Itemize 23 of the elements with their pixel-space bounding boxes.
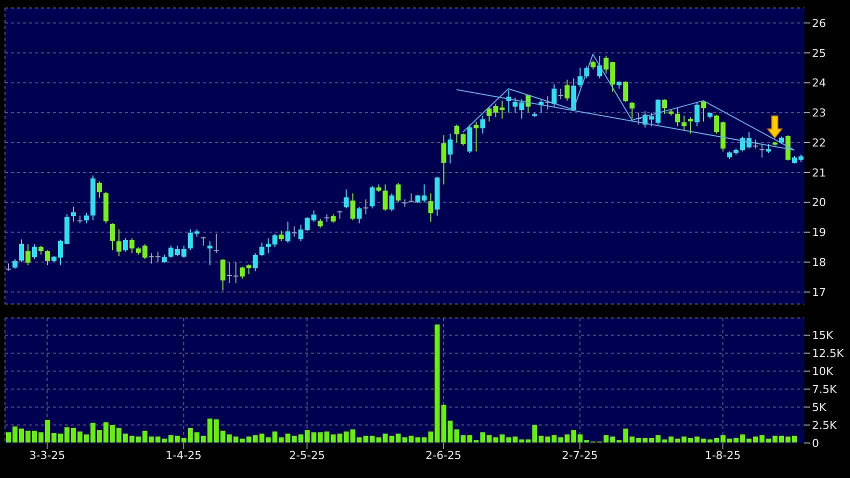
y-tick-label: 17 [812, 286, 826, 299]
y-tick-label: 10K [812, 365, 834, 378]
y-tick-label: 22 [812, 136, 826, 150]
y-tick-label: 20 [812, 196, 826, 210]
x-tick-label: 2-5-25 [289, 448, 326, 462]
y-tick-label: 23 [812, 106, 826, 120]
y-tick-label: 18 [812, 256, 826, 270]
y-tick-label: 7.5K [812, 383, 838, 396]
y-tick-label: 0 [812, 436, 819, 450]
y-tick-label: 15K [812, 329, 834, 342]
y-tick-label: 19 [812, 226, 826, 240]
x-tick-label: 2-7-25 [562, 448, 598, 462]
y-tick-label: 12.5K [812, 347, 844, 360]
y-tick-label: 5K [812, 400, 827, 414]
y-tick-label: 24 [812, 76, 826, 90]
y-tick-label: 26 [812, 16, 826, 30]
y-tick-label: 2.5K [812, 418, 838, 432]
x-tick-label: 3-3-25 [29, 448, 66, 462]
y-tick-label: 25 [812, 46, 826, 60]
x-tick-label: 2-6-25 [426, 448, 462, 462]
x-tick-label: 1-4-25 [166, 448, 202, 462]
y-tick-label: 21 [812, 166, 826, 180]
x-tick-label: 1-8-25 [704, 448, 741, 462]
